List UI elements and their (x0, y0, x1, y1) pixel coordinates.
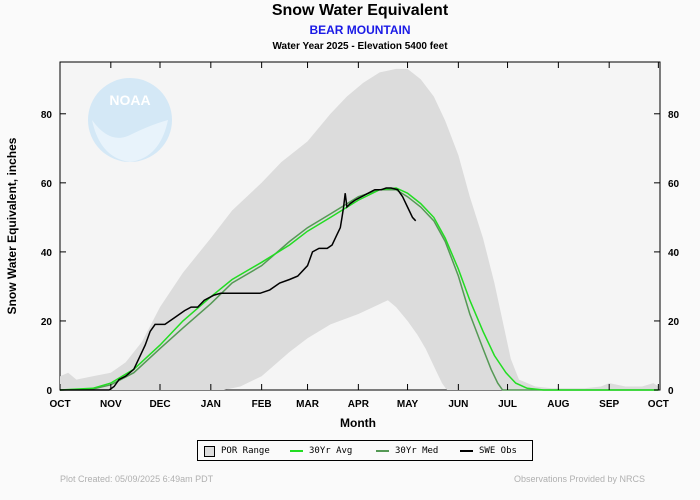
chart-title: Snow Water Equivalent (271, 2, 449, 19)
x-tick-label: NOV (100, 399, 122, 410)
legend: POR Range 30Yr Avg 30Yr Med SWE Obs (197, 440, 533, 461)
y-tick-label-left: 60 (41, 179, 53, 190)
por-range-band (60, 68, 659, 391)
y-tick-label-right: 20 (668, 317, 680, 328)
logo-text: NOAA (109, 92, 150, 108)
legend-label-obs: SWE Obs (479, 446, 517, 456)
plot-created-text: Plot Created: 05/09/2025 6:49am PDT (60, 474, 214, 484)
y-axis: 0 0 20 20 40 40 60 60 80 80 (41, 110, 680, 397)
x-tick-label: MAY (397, 399, 419, 410)
y-tick-label-left: 40 (41, 248, 53, 259)
x-axis-label: Month (340, 416, 376, 430)
x-tick-label: MAR (296, 399, 320, 410)
station-name: BEAR MOUNTAIN (309, 23, 411, 37)
x-tick-label: DEC (149, 399, 170, 410)
x-tick-label: FEB (252, 399, 272, 410)
x-tick-label: AUG (547, 399, 569, 410)
y-tick-label-right: 60 (668, 179, 680, 190)
x-tick-label: APR (348, 399, 370, 410)
x-tick-label: JUN (448, 399, 468, 410)
legend-item-por: POR Range (204, 445, 270, 457)
y-tick-label-left: 0 (46, 386, 52, 397)
series-line-30yr-avg (59, 187, 659, 391)
x-tick-label: JAN (201, 399, 221, 410)
y-tick-label-left: 80 (41, 110, 53, 121)
x-tick-label: OCT (648, 399, 669, 410)
noaa-logo: NOAA (88, 78, 172, 162)
y-tick-label-right: 0 (668, 386, 674, 397)
y-tick-label-left: 20 (41, 317, 53, 328)
x-tick-label: SEP (599, 399, 619, 410)
series-line-swe-obs (60, 187, 417, 391)
legend-label-por: POR Range (221, 446, 270, 456)
chart-subtitle: Water Year 2025 - Elevation 5400 feet (272, 41, 448, 52)
legend-item-obs: SWE Obs (460, 445, 517, 457)
x-tick-label: JUL (498, 399, 517, 410)
legend-item-avg: 30Yr Avg (290, 445, 352, 457)
x-tick-label: OCT (49, 399, 70, 410)
y-tick-label-right: 40 (668, 248, 680, 259)
legend-item-med: 30Yr Med (376, 445, 438, 457)
y-tick-label-right: 80 (668, 110, 680, 121)
legend-swatch-obs (460, 450, 473, 452)
legend-swatch-avg (290, 450, 303, 452)
legend-swatch-med (376, 450, 389, 452)
x-axis: OCT NOV DEC JAN FEB MAR APR MAY JUN JUL AUG SEP OCT (49, 62, 669, 410)
provider-text: Observations Provided by NRCS (514, 474, 646, 484)
legend-label-avg: 30Yr Avg (309, 446, 353, 456)
legend-label-med: 30Yr Med (395, 446, 439, 456)
legend-swatch-por (204, 445, 215, 457)
y-axis-label: Snow Water Equivalent, inches (5, 137, 19, 314)
